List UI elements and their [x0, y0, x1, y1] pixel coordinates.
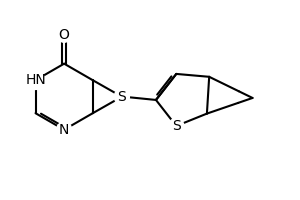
Circle shape — [56, 122, 72, 137]
Text: HN: HN — [25, 73, 46, 87]
Text: S: S — [172, 119, 181, 133]
Text: O: O — [59, 28, 70, 42]
Circle shape — [114, 89, 129, 104]
Text: S: S — [117, 90, 126, 104]
Text: N: N — [59, 123, 69, 137]
Circle shape — [56, 27, 72, 42]
Circle shape — [26, 71, 45, 89]
Circle shape — [169, 118, 184, 134]
